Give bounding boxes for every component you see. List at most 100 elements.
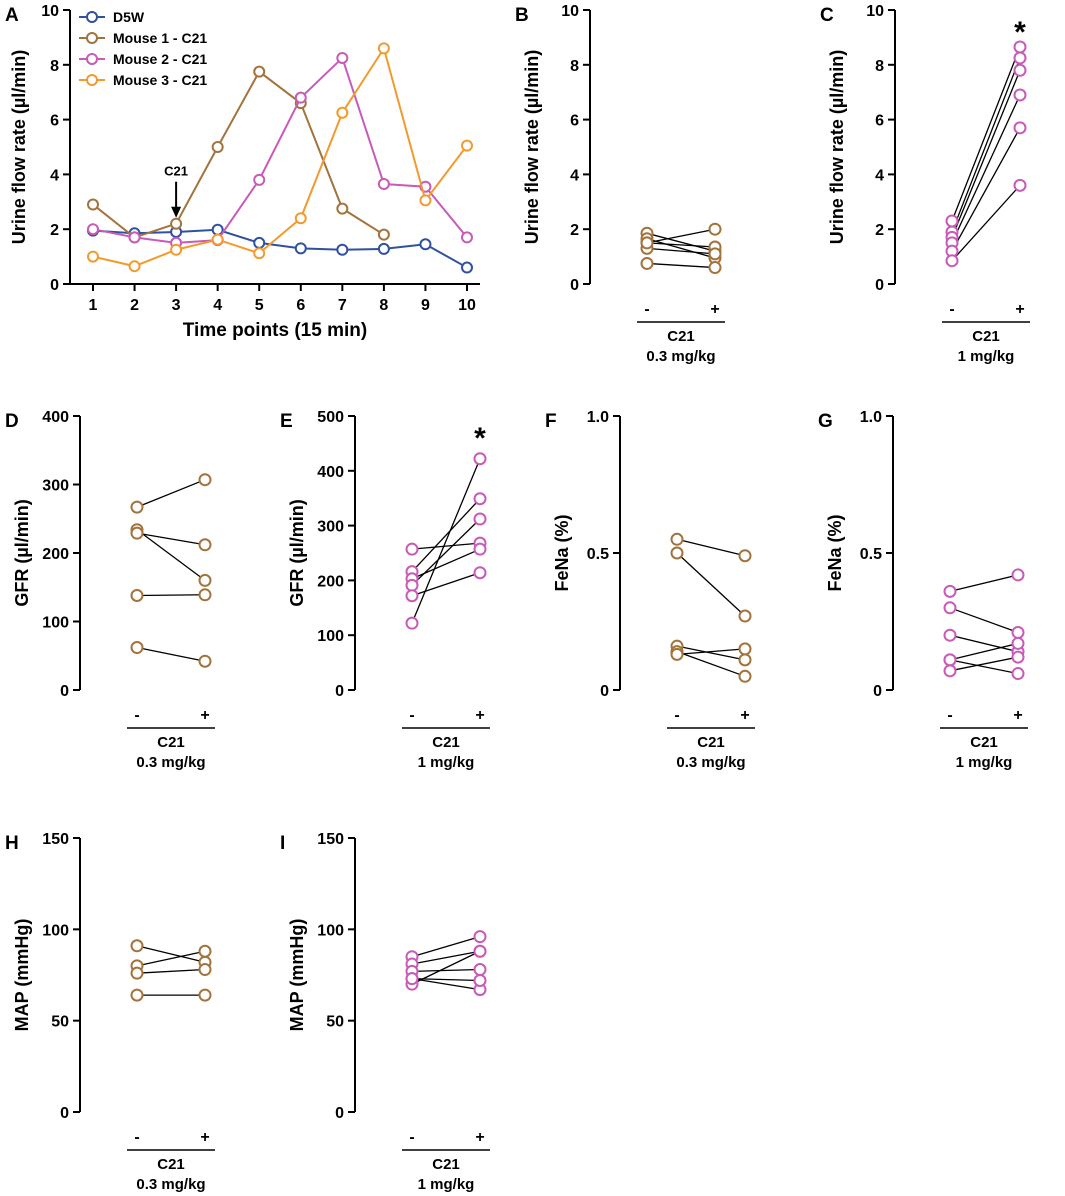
subject-pair-1	[411, 950, 481, 965]
dose-label: 1 mg/kg	[958, 348, 1015, 365]
y-axis-title: FeNa (%)	[825, 514, 845, 591]
point-after	[738, 549, 752, 563]
point-before	[130, 500, 144, 514]
point-after	[198, 988, 212, 1002]
point-before	[405, 972, 419, 986]
y-tick-label: 6	[50, 113, 59, 130]
pair-line	[411, 498, 481, 573]
data-point	[336, 51, 349, 64]
x-tick-label-minus: -	[409, 1129, 414, 1146]
y-tick-label: 150	[317, 831, 344, 848]
y-tick-label: 4	[50, 167, 59, 184]
point-after	[198, 944, 212, 958]
point-before	[943, 653, 957, 667]
series-line	[92, 70, 385, 239]
data-point	[419, 238, 432, 251]
point-after	[473, 542, 487, 556]
x-tick-label-plus: +	[200, 1129, 209, 1146]
dose-label: 1 mg/kg	[956, 754, 1013, 771]
subject-pair-3	[136, 594, 206, 597]
point-after	[198, 963, 212, 977]
pair-line	[646, 242, 716, 248]
data-point	[170, 217, 183, 230]
x-tick-label: 5	[255, 297, 264, 314]
data-point	[419, 194, 432, 207]
data-point	[87, 250, 99, 263]
series-1	[87, 65, 390, 244]
point-after	[1013, 88, 1027, 102]
y-tick-label: 0	[335, 1105, 344, 1122]
point-after	[473, 492, 487, 506]
subject-pair-4	[676, 648, 746, 656]
subject-pair-5	[411, 458, 481, 624]
dose-label: 1 mg/kg	[418, 1176, 475, 1193]
point-before	[130, 966, 144, 980]
treatment-label: C21	[157, 734, 185, 751]
y-tick-label: 10	[41, 3, 59, 20]
subject-pair-0	[676, 538, 746, 557]
point-before	[943, 584, 957, 598]
pair-line	[949, 642, 1019, 661]
point-after	[1013, 51, 1027, 65]
data-point	[253, 247, 266, 260]
legend-marker	[86, 11, 98, 23]
y-tick-label: 4	[570, 167, 579, 184]
y-tick-label: 0	[50, 277, 59, 294]
panel-e: E 0 100 200 300 400 500 GFR (µl/min) - + C21 1 mg/k…	[280, 409, 490, 771]
y-tick-label: 200	[42, 546, 69, 563]
point-before	[130, 641, 144, 655]
y-tick-label: 8	[50, 58, 59, 75]
pair-line	[136, 646, 206, 662]
subject-pair-0	[411, 542, 481, 550]
point-after	[198, 538, 212, 552]
y-tick-label: 0	[570, 277, 579, 294]
subject-pair-3	[676, 651, 746, 677]
x-tick-label-minus: -	[644, 301, 649, 318]
x-tick-label: 8	[379, 297, 388, 314]
data-point	[336, 106, 349, 119]
dose-label: 1 mg/kg	[418, 754, 475, 771]
y-axis-title: Urine flow rate (µl/min)	[9, 50, 29, 244]
point-after	[1011, 667, 1025, 681]
y-tick-label: 2	[570, 222, 579, 239]
pair-line	[411, 968, 481, 972]
subject-pair-0	[646, 232, 716, 252]
point-after	[1013, 178, 1027, 192]
data-point	[336, 243, 349, 256]
data-point	[377, 228, 390, 241]
y-tick-label: 2	[50, 222, 59, 239]
point-after	[473, 566, 487, 580]
subject-pair-1	[136, 529, 206, 581]
point-after	[473, 930, 487, 944]
dose-label: 0.3 mg/kg	[676, 754, 745, 771]
y-axis-title: Urine flow rate (µl/min)	[827, 50, 847, 244]
pair-line	[646, 247, 716, 255]
y-tick-label: 0	[600, 683, 609, 700]
data-point	[336, 202, 349, 215]
point-after	[1011, 568, 1025, 582]
panel-f: F 0 0.5 1.0 FeNa (%) - + C21 0.3 mg/kg	[545, 409, 755, 771]
y-tick-label: 1.0	[587, 409, 609, 426]
legend-marker	[86, 32, 98, 44]
point-before	[670, 647, 684, 661]
y-tick-label: 0.5	[860, 546, 882, 563]
subject-pair-1	[646, 238, 716, 259]
panel-label: D	[5, 411, 19, 432]
x-tick-label: 4	[213, 297, 222, 314]
point-before	[670, 546, 684, 560]
panel-i: I 0 50 100 150 MAP (mmHg) - + C21 1 mg/kg	[280, 831, 490, 1193]
y-tick-label: 300	[42, 478, 69, 495]
subject-pair-5	[949, 656, 1019, 672]
subject-pair-0	[136, 945, 206, 963]
point-after	[473, 973, 487, 987]
subject-pair-3	[949, 659, 1019, 675]
panel-label: I	[280, 833, 285, 854]
point-after	[1011, 625, 1025, 639]
point-after	[738, 653, 752, 667]
y-axis-title: MAP (mmHg)	[12, 919, 32, 1032]
pair-line	[411, 950, 481, 965]
x-tick-label: 1	[89, 297, 98, 314]
pair-line	[136, 479, 206, 508]
